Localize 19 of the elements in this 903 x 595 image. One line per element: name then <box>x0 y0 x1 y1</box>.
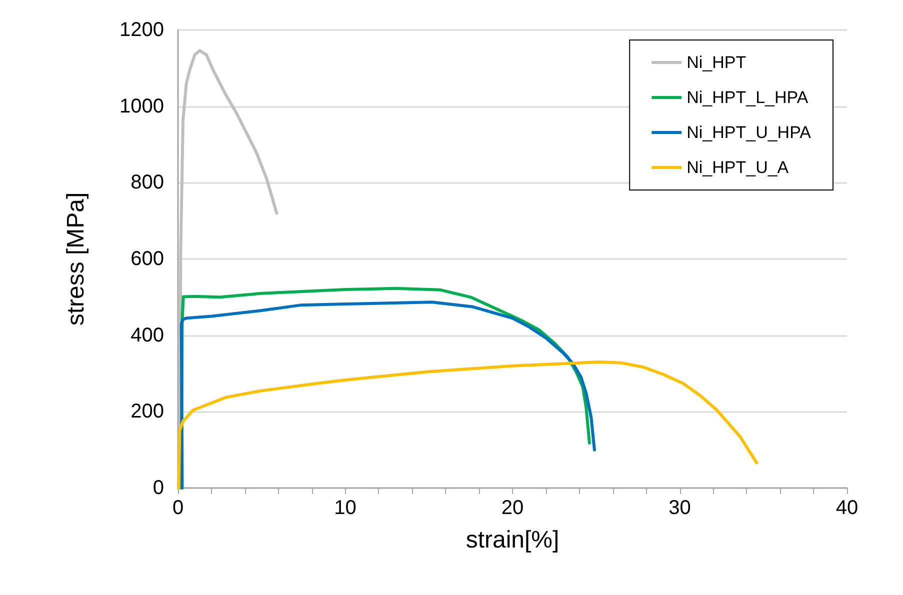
x-tick-label: 0 <box>172 497 184 519</box>
x-tick-label: 30 <box>668 497 691 519</box>
y-tick-label: 800 <box>130 172 164 194</box>
y-axis-title: stress [MPa] <box>62 192 90 326</box>
y-tick-label: 0 <box>152 477 164 499</box>
legend-label: Ni_HPT_U_HPA <box>686 123 812 142</box>
x-tick-label: 20 <box>501 497 524 519</box>
legend-label: Ni_HPT_L_HPA <box>686 88 809 107</box>
line-series <box>177 360 758 490</box>
y-tick-label: 400 <box>130 324 164 346</box>
y-tick-label: 600 <box>130 248 164 270</box>
legend-label: Ni_HPT <box>686 53 746 72</box>
x-axis-title: strain[%] <box>466 526 560 554</box>
y-tick-label: 200 <box>130 400 164 423</box>
y-tick-label: 1000 <box>120 95 164 118</box>
x-tick-label: 40 <box>836 497 858 519</box>
legend-label: Ni_HPT_U_A <box>686 158 790 177</box>
x-tick-label: 10 <box>334 497 356 519</box>
y-tick-label: 1200 <box>120 19 164 41</box>
